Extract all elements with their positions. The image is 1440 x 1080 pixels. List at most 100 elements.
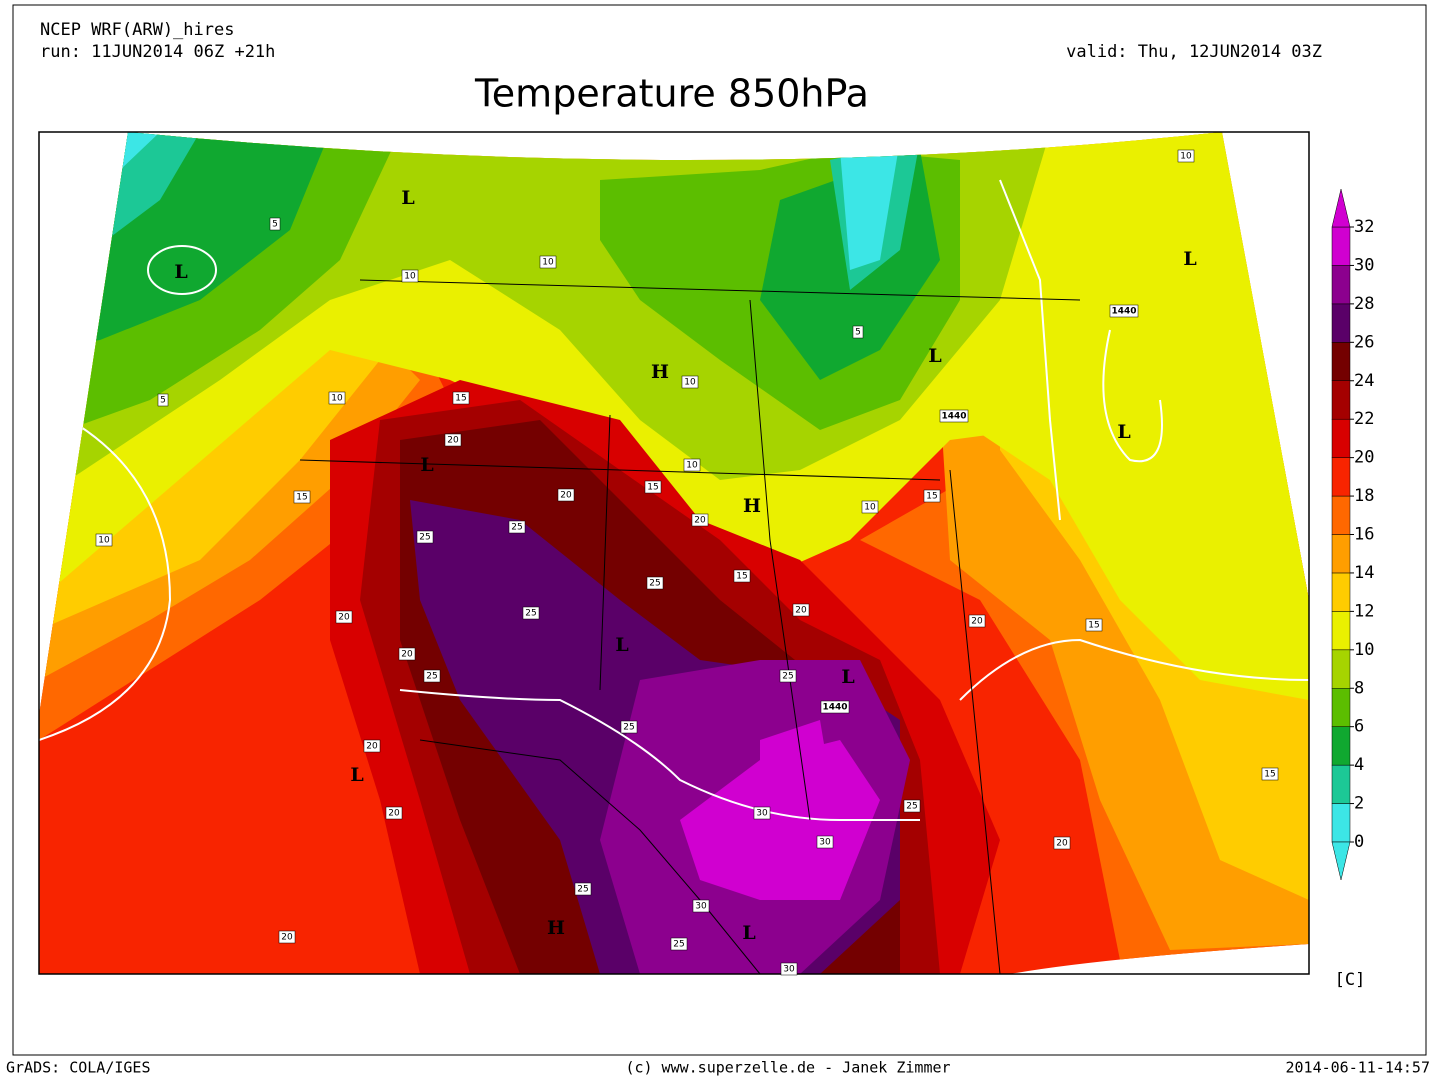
colorbar-unit: [C] <box>1335 970 1366 990</box>
contour-label-box <box>683 458 701 472</box>
pressure-center: L <box>928 345 941 367</box>
outer-frame <box>12 4 1427 1056</box>
contour-label: 1440 <box>822 703 847 713</box>
colorbar-bin <box>1331 303 1351 343</box>
colorbar-bin <box>1331 649 1351 689</box>
contour-label-box <box>820 700 850 714</box>
contour-label: 15 <box>1088 621 1099 631</box>
map-title: Temperature 850hPa <box>474 72 869 116</box>
colorbar-bin <box>1331 572 1351 612</box>
contour-label-box <box>903 799 921 813</box>
pressure-center: H <box>743 495 761 517</box>
borders <box>299 279 1081 974</box>
contour-label: 15 <box>647 483 658 493</box>
pressure-center: L <box>615 634 628 656</box>
contour-label: 20 <box>401 650 413 660</box>
colorbar-bin <box>1331 418 1351 458</box>
contour-label-box <box>692 899 710 913</box>
contour-label-box <box>398 647 416 661</box>
footer-left: GrADS: COLA/IGES <box>6 1059 151 1077</box>
contour-label-box <box>939 409 969 423</box>
contour-label: 15 <box>455 394 466 404</box>
colorbar-bin <box>1331 688 1351 727</box>
contour-label-box <box>557 488 575 502</box>
contour-label-box <box>385 806 403 820</box>
colorbar-tick-label: 2 <box>1354 794 1364 814</box>
colorbar-bin <box>1331 803 1351 843</box>
contour-label-box <box>95 533 113 547</box>
colorbar-bin <box>1331 380 1351 420</box>
contour-label: 25 <box>673 940 684 950</box>
temperature-band <box>39 300 380 630</box>
contour-label: 25 <box>782 672 793 682</box>
contour-label: 25 <box>525 609 536 619</box>
geopotential-contours <box>39 179 1309 821</box>
colorbar-bin <box>1331 342 1351 381</box>
contour-label-box <box>328 391 346 405</box>
contour-label: 20 <box>447 436 459 446</box>
contour-label: 25 <box>419 533 430 543</box>
contour-label: 25 <box>623 723 634 733</box>
contour-label-box <box>968 614 986 628</box>
contour-label: 20 <box>281 933 293 943</box>
contour-label-box <box>293 490 311 504</box>
pressure-center: H <box>651 361 669 383</box>
contour-label: 15 <box>926 492 937 502</box>
colorbar-bin <box>1331 534 1351 574</box>
contour-label: 10 <box>864 503 876 513</box>
contour-label: 25 <box>906 802 917 812</box>
contour-label: 25 <box>511 523 522 533</box>
colorbar-tick-label: 28 <box>1354 294 1374 314</box>
colorbar-bin <box>1331 226 1351 266</box>
colorbar-tick-label: 4 <box>1354 755 1364 775</box>
contour-label: 1440 <box>941 412 966 422</box>
contour-label: 15 <box>296 493 307 503</box>
contour-label-box <box>401 269 419 283</box>
contour-label: 25 <box>426 672 437 682</box>
pressure-center: L <box>1183 248 1196 270</box>
contour-label-box <box>278 930 296 944</box>
contour-label-box <box>1261 767 1279 781</box>
colorbar-bin <box>1331 764 1351 804</box>
contour-label: 10 <box>542 258 554 268</box>
contour-label: 20 <box>971 617 983 627</box>
contour-label-box <box>779 669 797 683</box>
colorbar-tick-label: 32 <box>1354 217 1374 237</box>
contour-label-box <box>733 569 751 583</box>
contour-label: 30 <box>783 965 795 975</box>
colorbar-tick-label: 14 <box>1354 563 1374 583</box>
contour-label-box <box>363 739 381 753</box>
valid-info: valid: Thu, 12JUN2014 03Z <box>1066 42 1322 62</box>
contour-label-box <box>792 603 810 617</box>
colorbar-tick-label: 10 <box>1354 640 1374 660</box>
contour-label-box <box>646 576 664 590</box>
colorbar-bin <box>1331 726 1351 766</box>
contour-label: 10 <box>1180 152 1192 162</box>
colorbar-bin <box>1331 611 1351 651</box>
contour-label: 5 <box>272 220 278 230</box>
colorbar-low-arrow <box>1331 841 1351 881</box>
colorbar-bin <box>1331 495 1351 535</box>
contour-label: 10 <box>98 536 110 546</box>
colorbar-high-arrow <box>1331 188 1351 228</box>
contour-label: 5 <box>160 396 166 406</box>
contour-label-box <box>620 720 638 734</box>
pressure-center: H <box>547 917 565 939</box>
contour-label-box <box>644 480 662 494</box>
colorbar-tick-label: 12 <box>1354 601 1374 621</box>
contour-label-box <box>508 520 526 534</box>
contour-label-box <box>852 325 864 339</box>
temperature-band <box>760 720 830 780</box>
colorbar-tick-label: 22 <box>1354 409 1374 429</box>
run-info: run: 11JUN2014 06Z +21h <box>40 42 275 62</box>
contour-label: 20 <box>366 742 378 752</box>
pressure-center: L <box>742 922 755 944</box>
contour-label-box <box>681 375 699 389</box>
contour-label: 20 <box>338 613 350 623</box>
contour-label-box <box>269 217 281 231</box>
map-frame <box>38 131 1310 975</box>
contour-label-box <box>444 433 462 447</box>
contour-label: 5 <box>855 328 861 338</box>
pressure-center: L <box>174 261 187 283</box>
